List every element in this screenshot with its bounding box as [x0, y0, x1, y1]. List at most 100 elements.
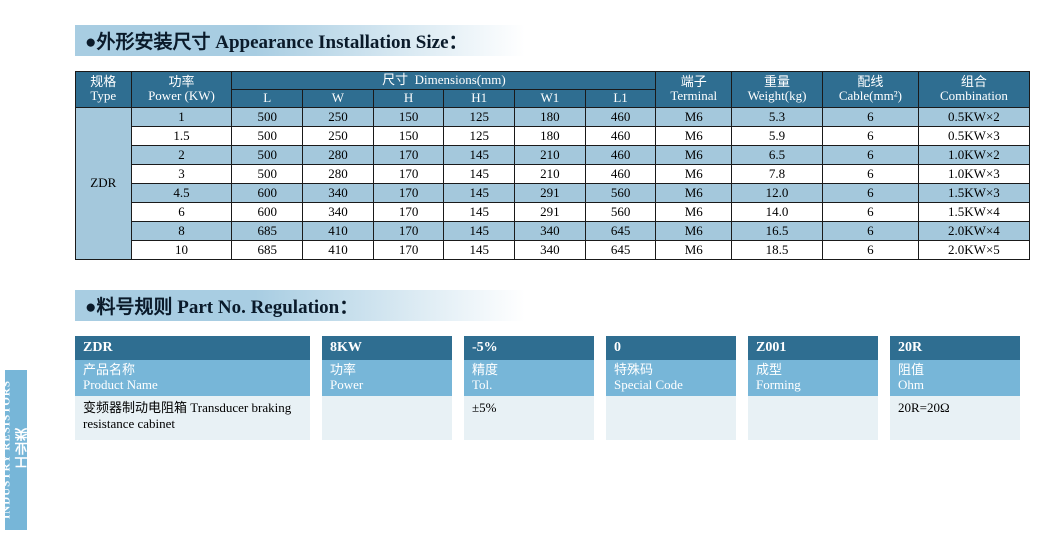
partno-col: ZDR产品名称Product Name变频器制动电阻箱 Transducer b…: [75, 336, 310, 440]
cell: M6: [656, 107, 732, 126]
cell: 1.5: [131, 126, 232, 145]
partno-value: ±5%: [464, 396, 594, 440]
cell: 6: [822, 107, 918, 126]
partno-head: 0: [606, 336, 736, 360]
cell: 280: [303, 145, 374, 164]
cell: 460: [585, 145, 656, 164]
dim-subheader: W: [303, 89, 374, 107]
partno-head: 8KW: [322, 336, 452, 360]
cell: 560: [585, 183, 656, 202]
cell: 6: [131, 202, 232, 221]
dim-subheader: H1: [444, 89, 515, 107]
cell: 210: [515, 164, 586, 183]
partno-head: ZDR: [75, 336, 310, 360]
table-row: 8685410170145340645M616.562.0KW×4: [76, 221, 1030, 240]
partno-value: [606, 396, 736, 440]
cell: 170: [373, 221, 444, 240]
cell: 340: [303, 183, 374, 202]
main-content: ●外形安装尺寸 Appearance Installation Size： 规格…: [75, 0, 1035, 440]
cell: 410: [303, 221, 374, 240]
cell: 12.0: [732, 183, 823, 202]
partno-value: 20R=20Ω: [890, 396, 1020, 440]
type-cell: ZDR: [76, 107, 132, 259]
section2-title: ●料号规则 Part No. Regulation：: [75, 290, 525, 321]
partno-label: 特殊码Special Code: [606, 360, 736, 396]
cell: 5.9: [732, 126, 823, 145]
install-table-body: ZDR1500250150125180460M65.360.5KW×21.550…: [76, 107, 1030, 259]
cell: 125: [444, 126, 515, 145]
partno-head: -5%: [464, 336, 594, 360]
cell: 8: [131, 221, 232, 240]
partno-label: 成型Forming: [748, 360, 878, 396]
cell: 410: [303, 240, 374, 259]
cell: 340: [515, 221, 586, 240]
cell: 6: [822, 240, 918, 259]
cell: 2.0KW×4: [918, 221, 1029, 240]
cell: 5.3: [732, 107, 823, 126]
cell: 500: [232, 107, 303, 126]
cell: 150: [373, 107, 444, 126]
cell: M6: [656, 183, 732, 202]
dim-subheader: L: [232, 89, 303, 107]
cell: 16.5: [732, 221, 823, 240]
cell: 18.5: [732, 240, 823, 259]
table-row: 1.5500250150125180460M65.960.5KW×3: [76, 126, 1030, 145]
cell: 6: [822, 164, 918, 183]
partno-label: 阻值Ohm: [890, 360, 1020, 396]
cell: 500: [232, 145, 303, 164]
cell: 0.5KW×3: [918, 126, 1029, 145]
sidebar-en: INDUSTRY RESISTORS: [1, 381, 13, 520]
cell: 460: [585, 126, 656, 145]
cell: 560: [585, 202, 656, 221]
cell: 2: [131, 145, 232, 164]
cell: 125: [444, 107, 515, 126]
partno-value: 变频器制动电阻箱 Transducer braking resistance c…: [75, 396, 310, 440]
partno-head: Z001: [748, 336, 878, 360]
cell: 645: [585, 240, 656, 259]
cell: 685: [232, 221, 303, 240]
cell: 14.0: [732, 202, 823, 221]
cell: 1: [131, 107, 232, 126]
partno-col: -5%精度Tol.±5%: [464, 336, 594, 440]
cell: 3: [131, 164, 232, 183]
partno-value: [322, 396, 452, 440]
dim-subheader: H: [373, 89, 444, 107]
cell: 145: [444, 145, 515, 164]
cell: 340: [303, 202, 374, 221]
table-row: 6600340170145291560M614.061.5KW×4: [76, 202, 1030, 221]
cell: 210: [515, 145, 586, 164]
sidebar-label: INDUSTRY RESISTORS 工业类: [5, 370, 27, 530]
cell: M6: [656, 221, 732, 240]
partno-value: [748, 396, 878, 440]
cell: 0.5KW×2: [918, 107, 1029, 126]
partno-col: 8KW功率Power: [322, 336, 452, 440]
cell: 180: [515, 107, 586, 126]
cell: 2.0KW×5: [918, 240, 1029, 259]
cell: 170: [373, 202, 444, 221]
cell: M6: [656, 126, 732, 145]
cell: 180: [515, 126, 586, 145]
cell: 340: [515, 240, 586, 259]
table-row: 3500280170145210460M67.861.0KW×3: [76, 164, 1030, 183]
cell: 1.0KW×3: [918, 164, 1029, 183]
cell: M6: [656, 164, 732, 183]
cell: 6: [822, 221, 918, 240]
partno-col: 0特殊码Special Code: [606, 336, 736, 440]
cell: 145: [444, 202, 515, 221]
cell: 685: [232, 240, 303, 259]
section1-title: ●外形安装尺寸 Appearance Installation Size：: [75, 25, 525, 56]
cell: 170: [373, 240, 444, 259]
partno-label: 产品名称Product Name: [75, 360, 310, 396]
partno-label: 精度Tol.: [464, 360, 594, 396]
cell: 4.5: [131, 183, 232, 202]
partno-label: 功率Power: [322, 360, 452, 396]
sidebar-cn: 工业类: [13, 427, 32, 469]
cell: 600: [232, 202, 303, 221]
cell: 150: [373, 126, 444, 145]
cell: 145: [444, 221, 515, 240]
cell: M6: [656, 240, 732, 259]
install-table-head: 规格Type 功率Power (KW) 尺寸 Dimensions(mm) 端子…: [76, 72, 1030, 108]
cell: 460: [585, 164, 656, 183]
part-section: ●料号规则 Part No. Regulation： ZDR产品名称Produc…: [75, 290, 1035, 440]
cell: 6: [822, 202, 918, 221]
